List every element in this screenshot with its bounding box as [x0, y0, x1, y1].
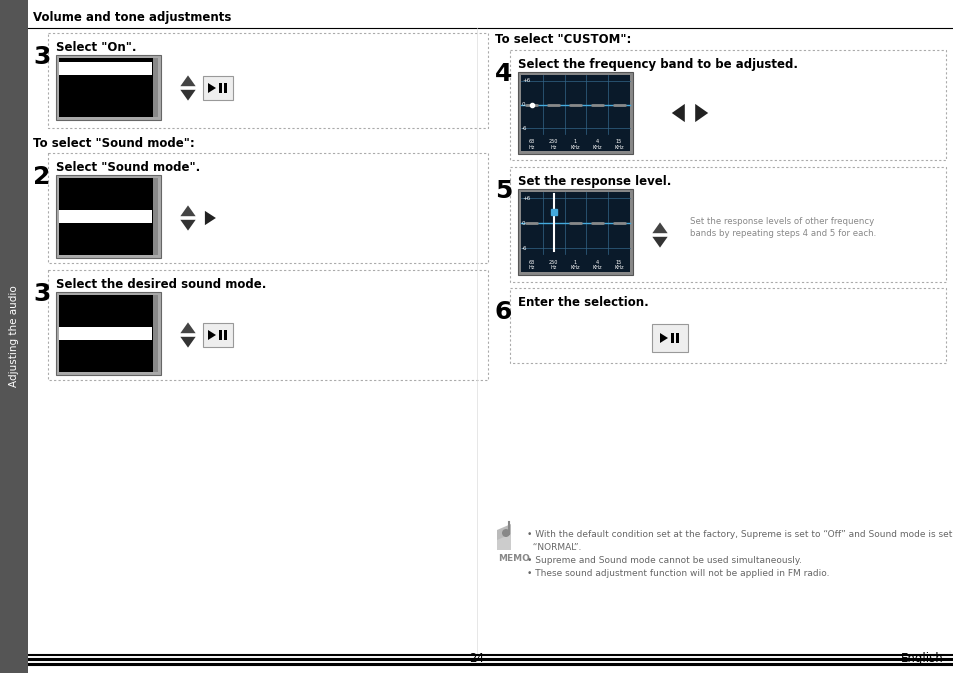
Polygon shape [671, 104, 684, 122]
Text: • Supreme and Sound mode cannot be used simultaneously.: • Supreme and Sound mode cannot be used … [526, 556, 801, 565]
Text: 3: 3 [33, 282, 51, 306]
Text: 15
KHz: 15 KHz [614, 139, 623, 149]
Bar [56, 55, 161, 120]
Polygon shape [180, 336, 195, 347]
Polygon shape [208, 330, 215, 340]
Polygon shape [208, 83, 215, 93]
Text: Select "On".: Select "On". [56, 41, 136, 54]
Bar [59, 295, 158, 372]
Bar [497, 530, 511, 550]
Text: -6: -6 [521, 126, 527, 131]
Text: Enter the selection.: Enter the selection. [517, 296, 648, 309]
Text: Set the response levels of other frequency
bands by repeating steps 4 and 5 for : Set the response levels of other frequen… [689, 217, 876, 238]
Text: • With the default condition set at the factory, Supreme is set to “Off” and Sou: • With the default condition set at the … [526, 530, 953, 539]
Text: To select "Sound mode":: To select "Sound mode": [33, 137, 194, 150]
Polygon shape [652, 237, 667, 248]
Text: -6: -6 [521, 246, 527, 250]
Bar [59, 58, 158, 117]
Text: 0: 0 [521, 102, 525, 107]
Text: 3: 3 [33, 45, 51, 69]
Bar [59, 178, 158, 255]
Bar [676, 333, 679, 343]
Bar [152, 178, 158, 255]
Text: Select "Sound mode".: Select "Sound mode". [56, 161, 200, 174]
Text: 1
KHz: 1 KHz [570, 260, 579, 270]
Text: 1
KHz: 1 KHz [570, 139, 579, 149]
Bar [224, 330, 227, 340]
Text: 2: 2 [33, 165, 51, 189]
Polygon shape [180, 322, 195, 333]
Text: 15
KHz: 15 KHz [614, 260, 623, 270]
Bar [520, 192, 629, 272]
Text: +6: +6 [521, 79, 530, 83]
Text: Select the desired sound mode.: Select the desired sound mode. [56, 278, 266, 291]
Text: 63
Hz: 63 Hz [528, 139, 535, 149]
Text: 0: 0 [521, 221, 525, 225]
Polygon shape [180, 205, 195, 216]
Polygon shape [652, 222, 667, 234]
Text: 250
Hz: 250 Hz [548, 139, 558, 149]
Circle shape [501, 529, 510, 537]
Bar [152, 295, 158, 372]
Text: 6: 6 [495, 300, 512, 324]
Polygon shape [205, 211, 215, 225]
Bar [56, 175, 161, 258]
Text: +6: +6 [521, 196, 530, 201]
Polygon shape [180, 75, 195, 86]
Polygon shape [180, 90, 195, 100]
Bar [219, 330, 222, 340]
Text: 5: 5 [495, 179, 512, 203]
Text: 250
Hz: 250 Hz [548, 260, 558, 270]
Text: MEMO: MEMO [497, 554, 529, 563]
Bar [59, 62, 152, 75]
FancyBboxPatch shape [651, 324, 687, 352]
Text: Volume and tone adjustments: Volume and tone adjustments [33, 11, 232, 24]
Polygon shape [659, 333, 667, 343]
FancyBboxPatch shape [203, 323, 233, 347]
Bar [670, 333, 673, 343]
Text: • These sound adjustment function will not be applied in FM radio.: • These sound adjustment function will n… [526, 569, 828, 578]
Text: 4
KHz: 4 KHz [592, 260, 601, 270]
Bar [0, 0, 28, 673]
Text: 63
Hz: 63 Hz [528, 260, 535, 270]
Bar [59, 210, 152, 223]
Polygon shape [497, 524, 511, 540]
Text: English: English [901, 652, 943, 665]
Bar [517, 189, 633, 275]
Text: Adjusting the audio: Adjusting the audio [9, 285, 19, 388]
FancyBboxPatch shape [203, 76, 233, 100]
Bar [224, 83, 227, 93]
Text: “NORMAL”.: “NORMAL”. [526, 543, 580, 552]
Text: 4: 4 [495, 62, 512, 86]
Text: Select the frequency band to be adjusted.: Select the frequency band to be adjusted… [517, 58, 797, 71]
Bar [152, 58, 158, 117]
Bar [520, 75, 629, 151]
Polygon shape [180, 220, 195, 231]
Text: Set the response level.: Set the response level. [517, 175, 671, 188]
Bar [219, 83, 222, 93]
Text: To select "CUSTOM":: To select "CUSTOM": [495, 33, 631, 46]
Bar [59, 327, 152, 340]
Text: 4
KHz: 4 KHz [592, 139, 601, 149]
Text: 24: 24 [469, 652, 484, 665]
Polygon shape [695, 104, 707, 122]
Bar [56, 292, 161, 375]
Bar [517, 72, 633, 154]
